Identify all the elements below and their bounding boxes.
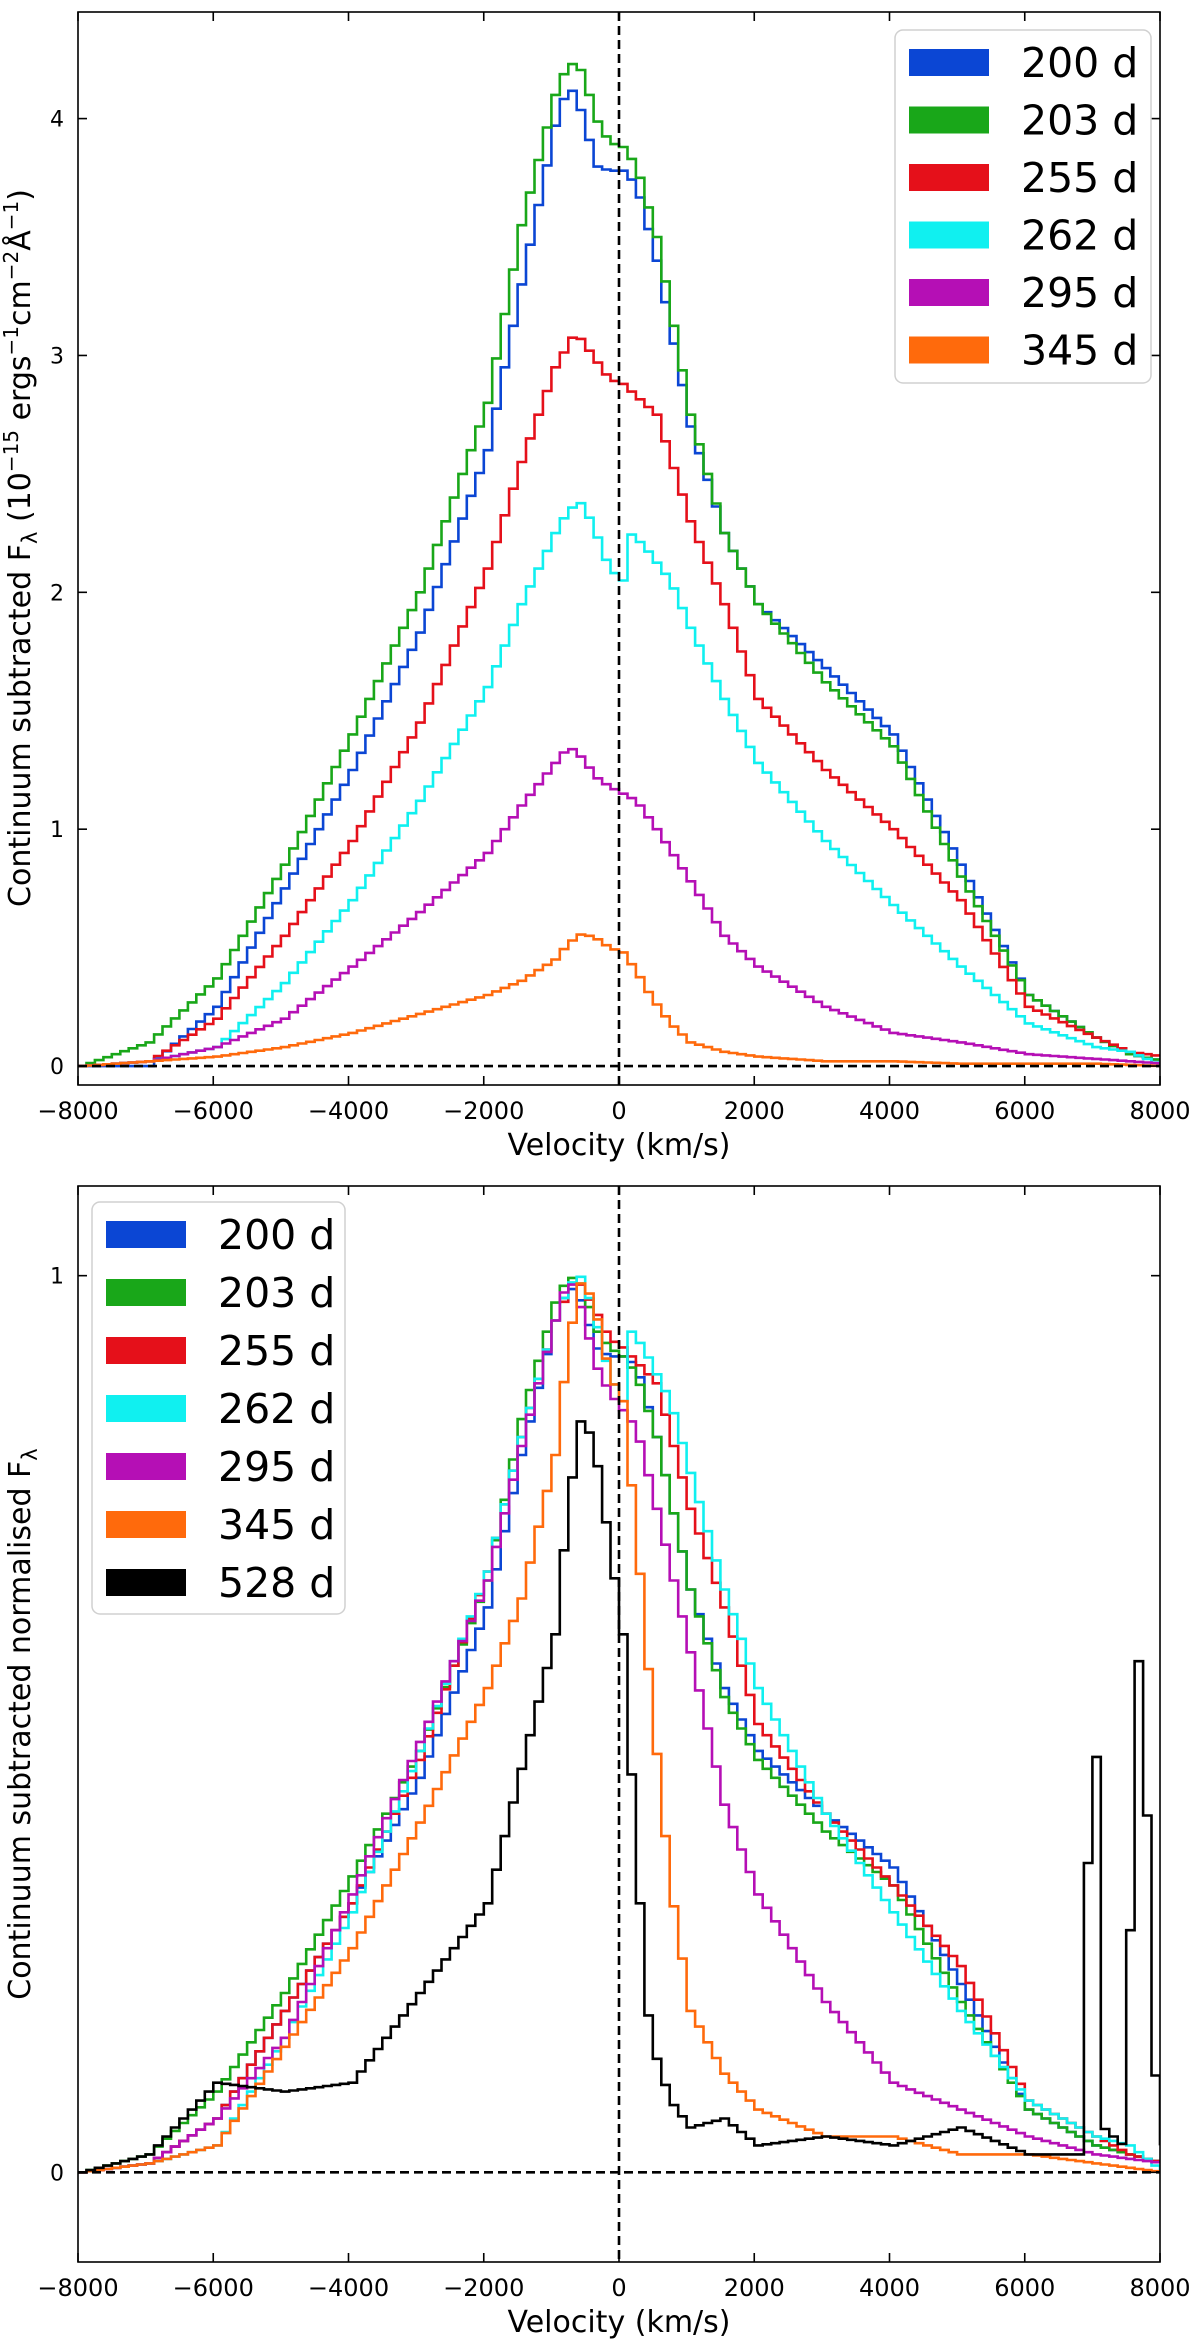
- y-axis-label: Continuum subtracted Fλ (10−15 ergs−1cm−…: [0, 189, 42, 907]
- legend-label: 345 d: [218, 1501, 335, 1549]
- legend: 200 d 203 d 255 d 262 d 295 d 345 d 528 d: [91, 1201, 346, 1615]
- x-axis-label: Velocity (km/s): [508, 2305, 731, 2340]
- legend-swatch: [106, 1337, 186, 1364]
- x-tick-label: 8000: [1129, 2274, 1190, 2302]
- x-tick-label: −4000: [308, 1097, 389, 1125]
- x-tick-label: −4000: [308, 2274, 389, 2302]
- x-tick-label: 0: [611, 1097, 626, 1125]
- legend-label: 200 d: [1021, 39, 1138, 87]
- legend-swatch: [106, 1221, 186, 1248]
- legend-label: 255 d: [218, 1327, 335, 1375]
- y-tick-label: 4: [50, 108, 64, 133]
- y-tick-label: 1: [50, 818, 64, 843]
- legend-swatch: [106, 1395, 186, 1422]
- y-tick-label: 1: [50, 1265, 64, 1290]
- x-tick-label: 8000: [1129, 1097, 1190, 1125]
- x-tick-label: −6000: [173, 2274, 254, 2302]
- legend-swatch: [106, 1569, 186, 1596]
- plot-area: [78, 1186, 1160, 2262]
- legend-label: 203 d: [1021, 97, 1138, 145]
- legend-swatch: [106, 1279, 186, 1306]
- legend-swatch: [909, 164, 989, 191]
- x-tick-label: 2000: [724, 1097, 785, 1125]
- y-tick-label: 0: [50, 2161, 64, 2186]
- legend-label: 295 d: [1021, 269, 1138, 317]
- x-tick-label: −6000: [173, 1097, 254, 1125]
- x-tick-label: 2000: [724, 2274, 785, 2302]
- legend-label: 262 d: [1021, 212, 1138, 260]
- y-tick-label: 0: [50, 1055, 64, 1080]
- legend-label: 200 d: [218, 1211, 335, 1259]
- legend-swatch: [909, 279, 989, 306]
- top-panel: −8000 −6000 −4000 −2000 0 2000 4000 6000 8000 0 1 2…: [0, 11, 1191, 1163]
- x-tick-label: 0: [611, 2274, 626, 2302]
- legend: 200 d 203 d 255 d 262 d 295 d 345 d: [894, 29, 1152, 384]
- x-axis-label: Velocity (km/s): [508, 1128, 731, 1163]
- series-line-200-d: [78, 89, 1160, 1068]
- series-line-345-d: [78, 933, 1160, 1068]
- y-tick-label: 2: [50, 581, 64, 606]
- x-tick-label: 6000: [994, 2274, 1055, 2302]
- series-line-345-d: [78, 1282, 1160, 2174]
- legend-label: 262 d: [218, 1385, 335, 1433]
- x-tick-label: −8000: [37, 1097, 118, 1125]
- legend-label: 255 d: [1021, 154, 1138, 202]
- y-tick-label: 3: [50, 344, 64, 369]
- x-tick-label: 4000: [859, 2274, 920, 2302]
- legend-label: 203 d: [218, 1269, 335, 1317]
- bottom-panel: −8000 −6000 −4000 −2000 0 2000 4000 6000 8000 0 1 V…: [3, 1185, 1191, 2340]
- x-tick-label: −2000: [443, 2274, 524, 2302]
- plot-area: [78, 12, 1160, 1085]
- legend-swatch: [106, 1453, 186, 1480]
- legend-label: 295 d: [218, 1443, 335, 1491]
- x-tick-label: 6000: [994, 1097, 1055, 1125]
- series-line-295-d: [78, 747, 1160, 1068]
- series-line-528-d: [78, 1420, 1160, 2174]
- x-tick-label: 4000: [859, 1097, 920, 1125]
- legend-swatch: [106, 1511, 186, 1538]
- x-tick-label: −8000: [37, 2274, 118, 2302]
- legend-label: 345 d: [1021, 327, 1138, 375]
- legend-swatch: [909, 336, 989, 364]
- y-axis-label: Continuum subtracted normalised Fλ: [3, 1448, 42, 2000]
- x-tick-label: −2000: [443, 1097, 524, 1125]
- legend-label: 528 d: [218, 1559, 335, 1607]
- legend-swatch: [909, 106, 989, 134]
- legend-swatch: [909, 221, 989, 249]
- legend-swatch: [909, 49, 989, 76]
